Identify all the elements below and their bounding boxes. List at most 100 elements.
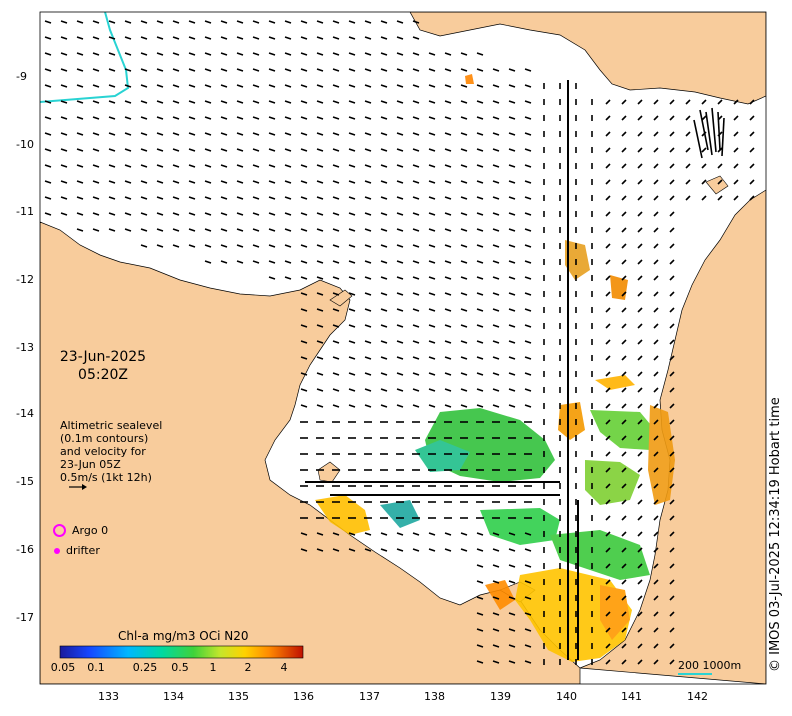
velocity-arrow <box>188 132 196 136</box>
velocity-arrow <box>428 548 436 552</box>
velocity-arrow <box>492 644 500 648</box>
velocity-arrow <box>637 259 643 265</box>
velocity-arrow <box>252 52 260 56</box>
velocity-arrow <box>412 308 420 312</box>
velocity-arrow <box>460 292 468 296</box>
velocity-arrow <box>284 244 292 248</box>
colorbar-tick: 0.05 <box>50 661 76 674</box>
velocity-arrow <box>300 116 308 120</box>
velocity-arrow <box>508 148 516 152</box>
velocity-arrow <box>476 228 484 232</box>
velocity-arrow <box>348 404 356 408</box>
lat-label: -14 <box>16 407 34 420</box>
velocity-arrow <box>236 260 244 264</box>
velocity-arrow <box>380 292 388 296</box>
velocity-arrow <box>76 148 84 152</box>
velocity-arrow <box>396 212 404 216</box>
velocity-arrow <box>364 116 372 120</box>
velocity-arrow <box>621 307 627 313</box>
velocity-arrow <box>172 244 180 248</box>
velocity-arrow <box>476 644 484 648</box>
velocity-arrow <box>653 467 659 473</box>
velocity-arrow <box>348 244 356 248</box>
lon-label: 136 <box>293 690 314 703</box>
velocity-arrow <box>380 132 388 136</box>
lat-label: -10 <box>16 138 34 151</box>
velocity-arrow <box>332 52 340 56</box>
velocity-arrow <box>669 147 675 153</box>
velocity-arrow <box>460 532 468 536</box>
velocity-arrow <box>364 292 372 296</box>
velocity-arrow <box>669 435 675 441</box>
velocity-arrow <box>605 499 611 505</box>
velocity-arrow <box>124 20 132 24</box>
velocity-arrow <box>300 20 308 24</box>
velocity-arrow <box>621 355 627 361</box>
velocity-arrow <box>92 20 100 24</box>
velocity-arrow <box>653 259 659 265</box>
velocity-arrow <box>332 68 340 72</box>
velocity-arrow <box>605 547 611 553</box>
velocity-arrow <box>268 212 276 216</box>
velocity-arrow <box>332 532 340 536</box>
velocity-arrow <box>300 52 308 56</box>
legend-argo-label: Argo 0 <box>72 524 109 537</box>
velocity-arrow <box>508 68 516 72</box>
velocity-arrow <box>428 388 436 392</box>
velocity-arrow <box>637 419 643 425</box>
velocity-arrow <box>460 100 468 104</box>
velocity-arrow <box>460 548 468 552</box>
velocity-arrow <box>364 372 372 376</box>
velocity-arrow <box>172 132 180 136</box>
velocity-arrow <box>621 467 627 473</box>
velocity-arrow <box>653 579 659 585</box>
velocity-arrow <box>300 292 308 296</box>
velocity-arrow <box>476 580 484 584</box>
velocity-arrow <box>156 180 164 184</box>
velocity-arrow <box>380 116 388 120</box>
velocity-arrow <box>76 100 84 104</box>
bathymetry-line <box>40 12 130 103</box>
velocity-arrow <box>284 20 292 24</box>
velocity-arrow <box>653 147 659 153</box>
date-line-1: 23-Jun-2025 <box>59 349 147 365</box>
velocity-arrow <box>444 244 452 248</box>
velocity-arrow <box>364 404 372 408</box>
velocity-arrow <box>605 563 611 569</box>
velocity-arrow <box>156 244 164 248</box>
velocity-arrow <box>108 100 116 104</box>
velocity-arrow <box>332 132 340 136</box>
velocity-arrow <box>524 132 532 136</box>
velocity-arrow <box>637 243 643 249</box>
velocity-arrow <box>492 260 500 264</box>
velocity-arrow <box>637 435 643 441</box>
velocity-arrow <box>236 68 244 72</box>
velocity-arrow <box>284 196 292 200</box>
velocity-arrow <box>396 404 404 408</box>
velocity-arrow <box>380 148 388 152</box>
velocity-arrow <box>508 580 516 584</box>
velocity-arrow <box>492 276 500 280</box>
velocity-arrow <box>284 148 292 152</box>
velocity-arrow <box>492 372 500 376</box>
velocity-arrow <box>412 260 420 264</box>
velocity-arrow <box>653 99 659 105</box>
velocity-arrow <box>621 211 627 217</box>
velocity-arrow <box>44 100 52 104</box>
velocity-arrow <box>605 515 611 521</box>
velocity-arrow <box>669 659 675 665</box>
velocity-arrow <box>653 547 659 553</box>
velocity-arrow <box>220 260 228 264</box>
velocity-arrow <box>412 196 420 200</box>
velocity-arrow <box>605 403 611 409</box>
velocity-arrow <box>605 483 611 489</box>
velocity-arrow <box>396 164 404 168</box>
velocity-arrow <box>124 52 132 56</box>
velocity-arrow <box>284 260 292 264</box>
velocity-arrow <box>204 148 212 152</box>
velocity-arrow <box>300 244 308 248</box>
velocity-arrow <box>476 564 484 568</box>
velocity-arrow <box>316 196 324 200</box>
velocity-arrow <box>348 116 356 120</box>
velocity-arrow <box>268 228 276 232</box>
